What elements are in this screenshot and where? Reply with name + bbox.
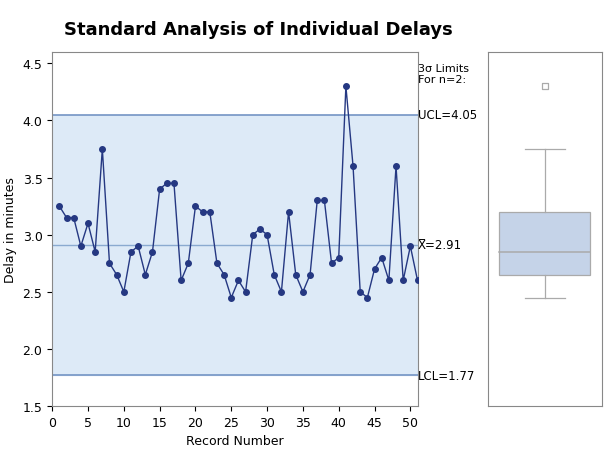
Text: Standard Analysis of Individual Delays: Standard Analysis of Individual Delays: [63, 21, 453, 39]
Point: [298, 289, 308, 296]
Point: [61, 214, 71, 222]
Text: X̅=2.91: X̅=2.91: [418, 239, 462, 252]
Point: [76, 243, 86, 250]
Point: [241, 289, 251, 296]
Bar: [500, 213, 591, 275]
Point: [184, 260, 193, 268]
Point: [233, 277, 243, 285]
Point: [190, 203, 200, 210]
Point: [341, 84, 351, 91]
Point: [356, 289, 365, 296]
Point: [227, 294, 236, 302]
Point: [255, 226, 265, 233]
Point: [377, 254, 387, 262]
Point: [205, 209, 215, 216]
Point: [212, 260, 222, 268]
Point: [313, 197, 322, 205]
Point: [248, 231, 258, 239]
Point: [405, 243, 415, 250]
Point: [126, 249, 136, 256]
Point: [133, 243, 143, 250]
Point: [198, 209, 208, 216]
Point: [155, 186, 165, 193]
Point: [327, 260, 336, 268]
Point: [55, 203, 64, 210]
Point: [98, 146, 107, 153]
Point: [334, 254, 344, 262]
Point: [391, 163, 401, 170]
Point: [305, 271, 315, 279]
Point: [176, 277, 186, 285]
Point: [348, 163, 358, 170]
Bar: [52, 116, 418, 375]
Point: [112, 271, 122, 279]
Point: [219, 271, 229, 279]
Point: [413, 277, 422, 285]
Point: [362, 294, 372, 302]
Point: [119, 289, 129, 296]
Point: [90, 249, 100, 256]
Y-axis label: Delay in minutes: Delay in minutes: [4, 177, 17, 282]
Point: [69, 214, 79, 222]
Point: [370, 266, 379, 273]
Point: [162, 180, 172, 188]
Point: [284, 209, 293, 216]
Point: [141, 271, 150, 279]
Point: [291, 271, 301, 279]
Point: [384, 277, 394, 285]
Point: [104, 260, 114, 268]
Text: 3σ Limits
For n=2:: 3σ Limits For n=2:: [418, 63, 468, 85]
Point: [147, 249, 157, 256]
Text: LCL=1.77: LCL=1.77: [418, 369, 475, 382]
X-axis label: Record Number: Record Number: [186, 434, 284, 448]
Point: [83, 220, 93, 228]
Text: UCL=4.05: UCL=4.05: [418, 109, 476, 122]
Point: [540, 84, 550, 91]
Point: [319, 197, 329, 205]
Point: [276, 289, 286, 296]
Point: [398, 277, 408, 285]
Point: [169, 180, 179, 188]
Point: [270, 271, 279, 279]
Point: [262, 231, 272, 239]
